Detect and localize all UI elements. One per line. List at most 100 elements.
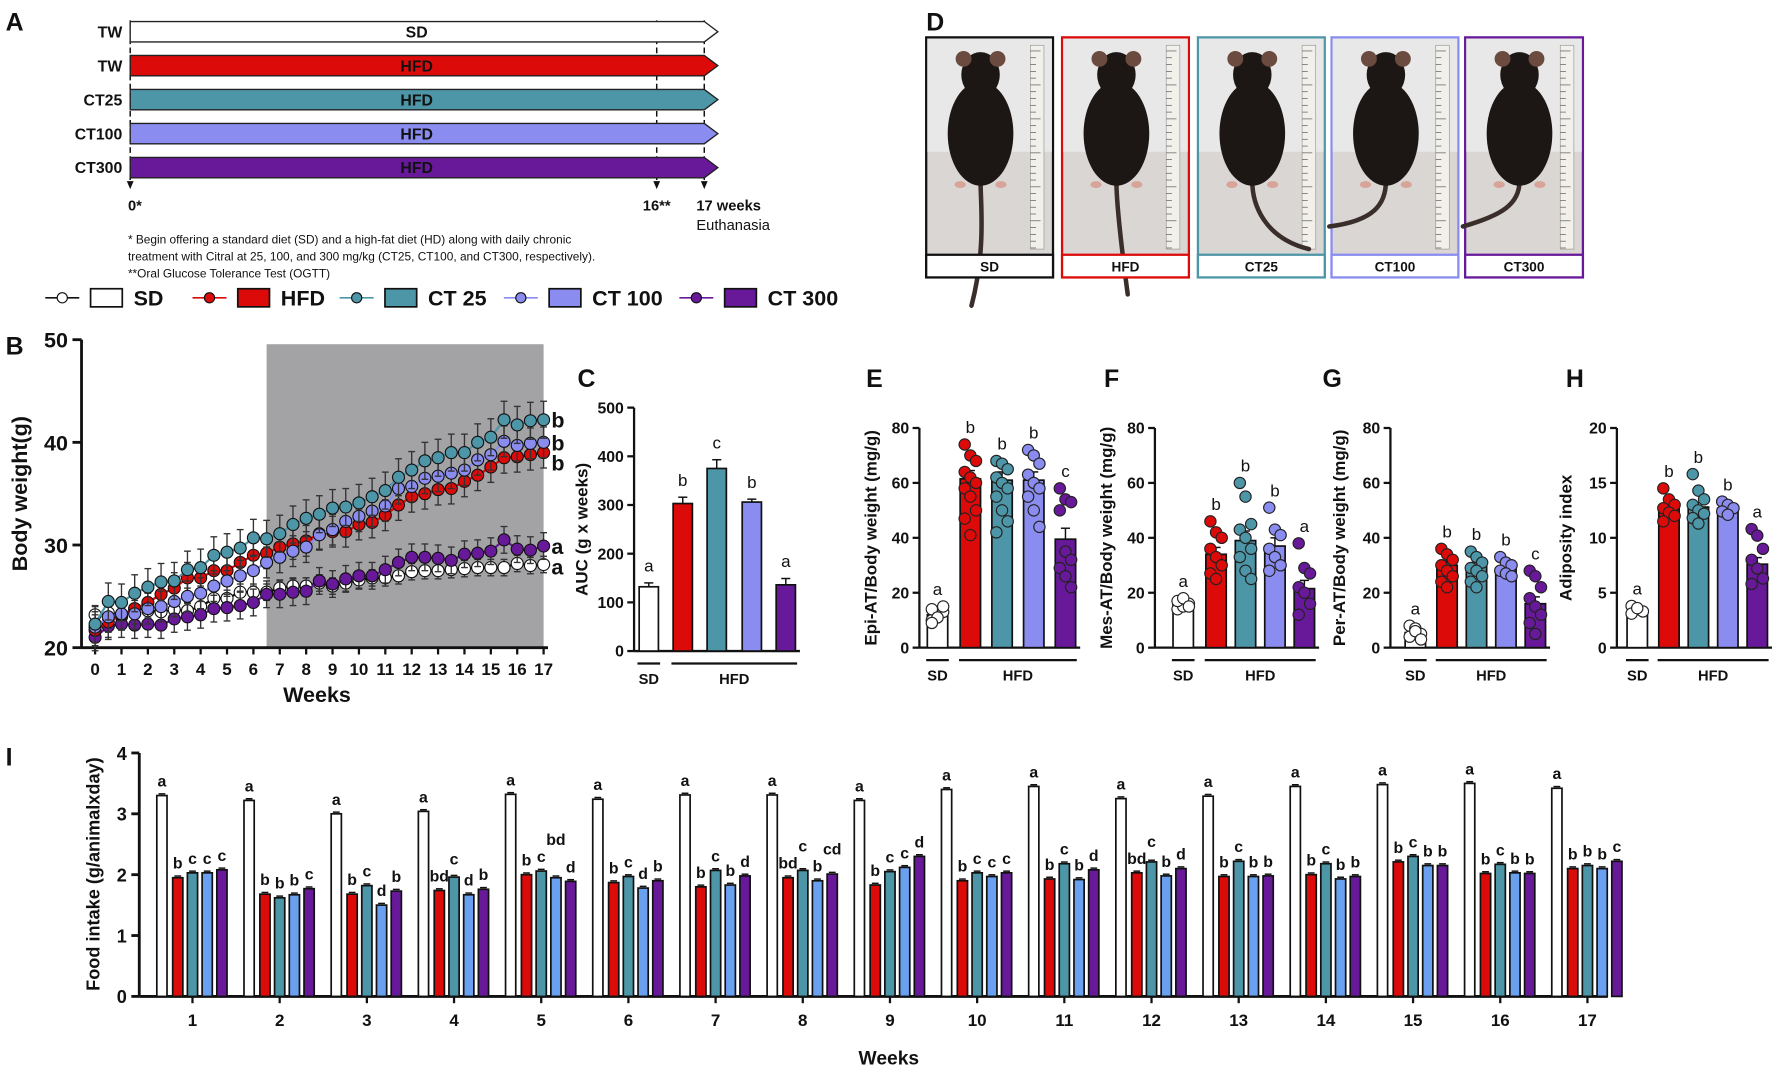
- y-tick-label: 3: [117, 805, 127, 825]
- legend-swatch-hfd: [236, 287, 271, 308]
- significance-letter: c: [450, 851, 459, 868]
- bar-ct300: [1000, 872, 1013, 998]
- photo-label-band: [1196, 253, 1326, 279]
- data-point-ct25: [1470, 581, 1483, 594]
- data-point-hfd: [1446, 570, 1459, 583]
- y-tick-label: 4: [117, 744, 127, 764]
- data-point-ct300: [180, 610, 195, 624]
- data-point-ct300: [1529, 570, 1542, 583]
- bar-hfd: [694, 886, 707, 998]
- significance-letter: a: [781, 552, 791, 571]
- legend-marker-ct25: [351, 292, 363, 304]
- significance-letter: c: [987, 854, 996, 871]
- data-point-hfd: [969, 454, 983, 468]
- bar-ct25: [186, 872, 199, 998]
- data-point-hfd: [958, 438, 971, 451]
- significance-letter: a: [419, 789, 428, 806]
- legend-swatch-ct25: [384, 287, 418, 308]
- y-tick-label: 10: [1589, 530, 1607, 547]
- data-point-ct25: [1692, 517, 1705, 530]
- data-point-ct25: [1244, 572, 1258, 586]
- data-point-ct25: [523, 414, 537, 428]
- bar-sd: [591, 798, 604, 998]
- data-point-ct25: [471, 435, 485, 449]
- bar-sd: [1027, 785, 1040, 998]
- data-point-sd: [936, 600, 950, 613]
- data-point-ct300: [444, 553, 458, 567]
- data-point-ct300: [299, 584, 313, 598]
- legend-marker-sd: [56, 292, 68, 304]
- y-axis-label: AUC (g x weeks): [573, 463, 592, 596]
- significance-letter: a: [681, 773, 690, 790]
- legend-label: CT 300: [768, 287, 839, 311]
- group-label-hfd: HFD: [1245, 668, 1275, 684]
- timeline-group-label: CT100: [75, 126, 123, 143]
- mouse-head: [961, 52, 1000, 98]
- ruler-icon: [1165, 44, 1181, 250]
- significance-letter: c: [900, 845, 909, 862]
- bar-hfd: [1479, 872, 1492, 998]
- y-tick-label: 300: [597, 498, 624, 515]
- bar-ct100: [1716, 507, 1739, 649]
- timeline-group-label: TW: [98, 58, 123, 75]
- mouse-ear: [1528, 50, 1545, 67]
- y-axis-label: Food intake (g/animalxday): [84, 757, 104, 990]
- mouse-foot: [1534, 181, 1546, 188]
- legend-label: CT 25: [428, 287, 487, 311]
- y-tick-label: 400: [597, 449, 624, 466]
- timeline-bar-ct100: [129, 122, 719, 145]
- data-point-ct25: [990, 526, 1003, 539]
- x-tick-label: 15: [481, 660, 500, 679]
- bar-ct100: [549, 876, 562, 998]
- data-point-ct300: [537, 539, 551, 553]
- y-tick-label: 40: [892, 530, 910, 547]
- y-axis-label: Mes-AT/Body weight (mg/g): [1097, 427, 1116, 649]
- mouse-ear: [1227, 50, 1244, 67]
- bar-ct25: [448, 876, 460, 998]
- bar-hfd: [1043, 878, 1056, 998]
- bar-ct300: [215, 868, 228, 998]
- data-point-ct300: [510, 542, 524, 556]
- data-point-ct25: [299, 511, 313, 525]
- bar-ct25: [884, 870, 896, 998]
- data-point-ct100: [1505, 570, 1518, 583]
- significance-letter: b: [1241, 457, 1250, 476]
- significance-letter: a: [1753, 503, 1763, 522]
- y-tick-label: 1: [117, 926, 127, 946]
- mouse-ear: [1261, 50, 1278, 67]
- significance-letter: bd: [430, 868, 449, 885]
- bar-ct100: [462, 893, 475, 998]
- significance-letter: b: [1442, 522, 1451, 541]
- data-point-ct300: [378, 563, 392, 577]
- significance-letter: c: [1496, 842, 1505, 859]
- significance-letter: c: [1612, 839, 1621, 856]
- significance-letter: d: [1089, 848, 1099, 865]
- significance-letter: c: [1531, 544, 1540, 563]
- significance-letter: a: [1179, 572, 1189, 591]
- bar-hfd: [782, 876, 795, 998]
- data-point-ct300: [1292, 537, 1305, 550]
- data-point-ct300: [194, 608, 208, 622]
- data-point-sd: [497, 561, 511, 575]
- data-point-ct100: [273, 550, 287, 564]
- mouse-ear: [989, 50, 1006, 67]
- data-point-ct300: [497, 533, 511, 547]
- data-point-ct100: [246, 564, 260, 578]
- x-axis-label: Weeks: [859, 1048, 920, 1069]
- timeline-arrow-icon: [700, 181, 708, 190]
- mouse-head: [1233, 52, 1272, 98]
- data-point-ct25: [339, 500, 353, 514]
- photo-label-band: [1330, 253, 1460, 279]
- mouse-body: [1486, 81, 1553, 186]
- significance-letter: a: [245, 778, 254, 795]
- y-tick-label: 15: [1589, 476, 1607, 493]
- bar-sd: [638, 585, 660, 652]
- data-point-ct25: [114, 595, 129, 610]
- data-point-ct25: [1001, 462, 1014, 476]
- ruler-icon: [1301, 44, 1317, 250]
- significance-letter: b: [551, 452, 564, 476]
- panel-label-d: D: [926, 9, 944, 37]
- data-point-hfd: [964, 528, 977, 542]
- data-point-ct300: [286, 585, 300, 599]
